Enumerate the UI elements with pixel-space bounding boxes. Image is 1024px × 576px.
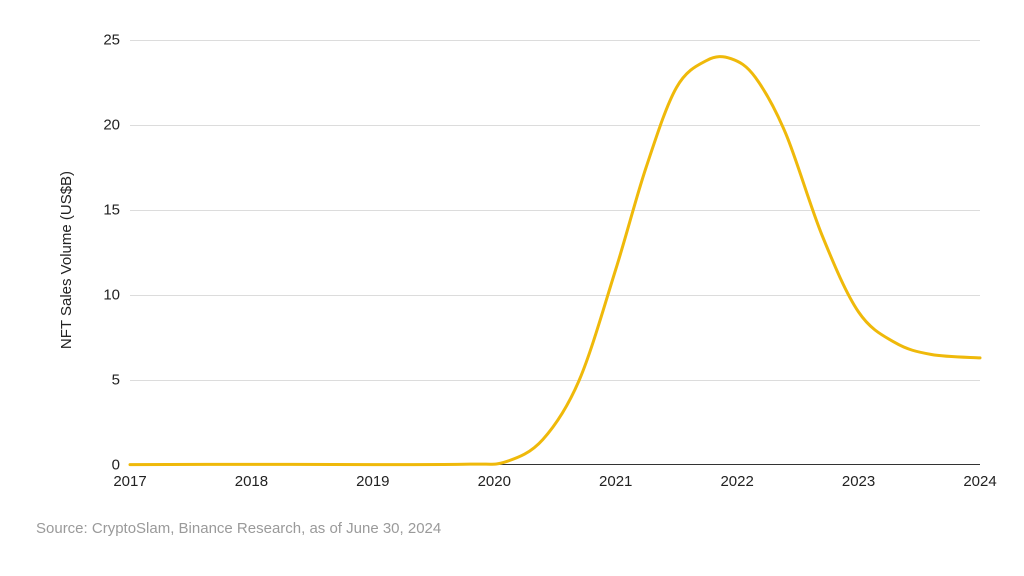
x-tick-label: 2022 bbox=[720, 465, 753, 490]
y-tick-label: 20 bbox=[103, 117, 130, 134]
x-tick-label: 2017 bbox=[113, 465, 146, 490]
y-tick-label: 10 bbox=[103, 287, 130, 304]
x-tick-label: 2018 bbox=[235, 465, 268, 490]
x-tick-label: 2023 bbox=[842, 465, 875, 490]
plot-area: 0510152025201720182019202020212022202320… bbox=[130, 40, 980, 465]
x-tick-label: 2019 bbox=[356, 465, 389, 490]
y-tick-label: 15 bbox=[103, 202, 130, 219]
y-tick-label: 5 bbox=[112, 372, 130, 389]
y-axis-label: NFT Sales Volume (US$B) bbox=[58, 171, 75, 349]
line-series bbox=[130, 40, 980, 465]
nft-sales-chart: 0510152025201720182019202020212022202320… bbox=[0, 0, 1024, 576]
x-tick-label: 2024 bbox=[963, 465, 996, 490]
y-tick-label: 25 bbox=[103, 32, 130, 49]
source-note: Source: CryptoSlam, Binance Research, as… bbox=[36, 520, 441, 537]
x-tick-label: 2020 bbox=[478, 465, 511, 490]
x-tick-label: 2021 bbox=[599, 465, 632, 490]
